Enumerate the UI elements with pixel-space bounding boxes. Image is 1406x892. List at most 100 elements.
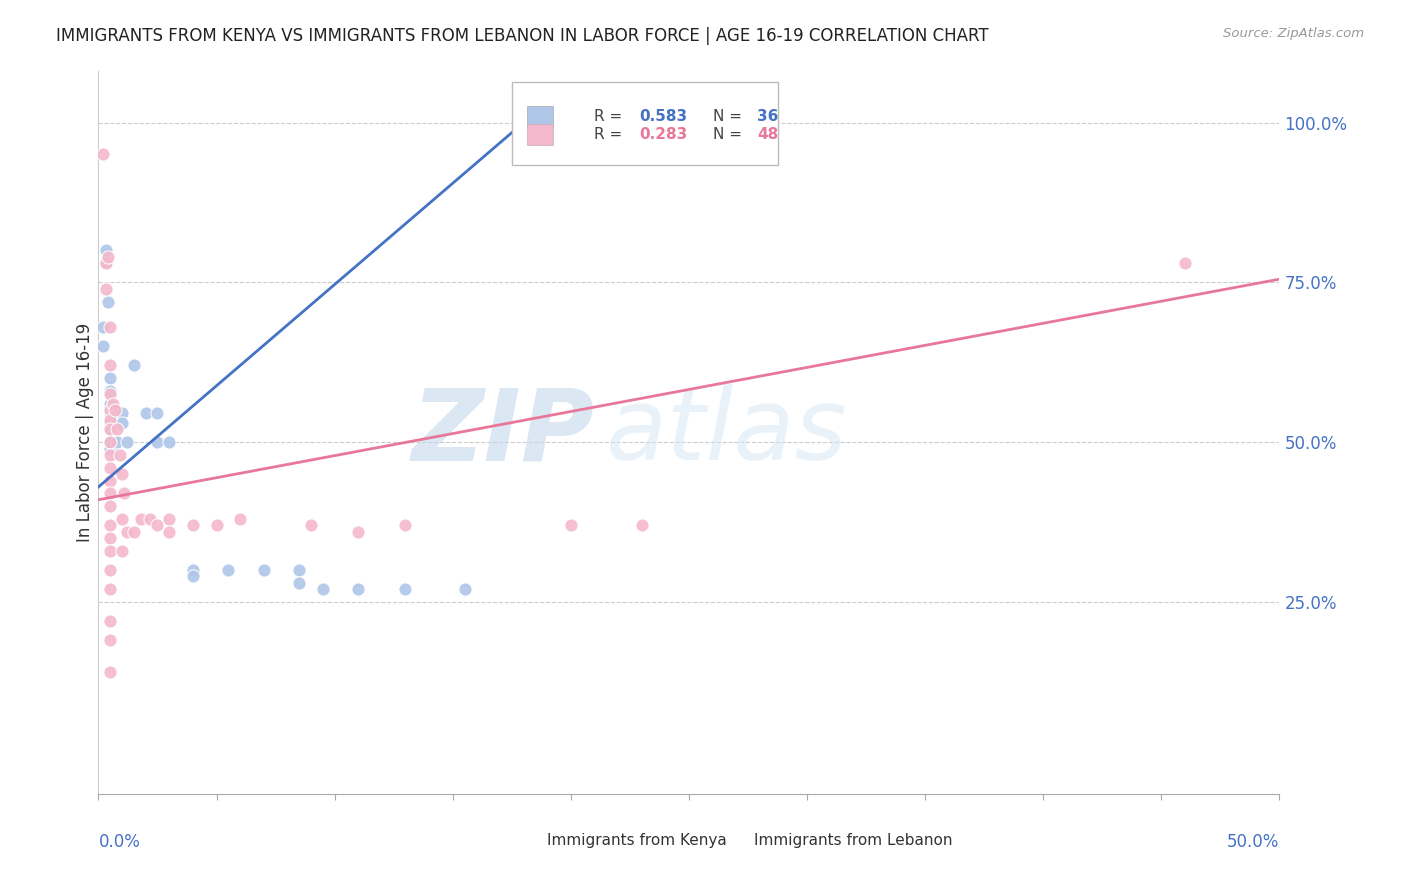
Point bbox=[98, 387, 121, 401]
FancyBboxPatch shape bbox=[512, 82, 778, 165]
Point bbox=[98, 397, 121, 411]
Point bbox=[288, 575, 311, 590]
Point bbox=[97, 250, 120, 264]
Point bbox=[97, 294, 120, 309]
Point bbox=[157, 435, 180, 450]
Point bbox=[115, 524, 138, 539]
Point bbox=[122, 524, 145, 539]
Point bbox=[253, 563, 276, 577]
Point bbox=[453, 582, 475, 597]
Text: R =: R = bbox=[595, 127, 627, 142]
Text: 0.0%: 0.0% bbox=[98, 833, 141, 851]
Point bbox=[111, 512, 134, 526]
Point bbox=[98, 474, 121, 488]
Point bbox=[101, 406, 124, 420]
Point bbox=[299, 518, 322, 533]
Point bbox=[98, 359, 121, 373]
Text: 50.0%: 50.0% bbox=[1227, 833, 1279, 851]
Point bbox=[98, 422, 121, 436]
Point bbox=[98, 448, 121, 462]
Point bbox=[312, 582, 335, 597]
Point bbox=[129, 512, 152, 526]
Point bbox=[111, 406, 134, 420]
Point bbox=[98, 531, 121, 545]
Point bbox=[630, 518, 652, 533]
Point bbox=[98, 633, 121, 648]
Point bbox=[98, 435, 121, 450]
Point bbox=[91, 339, 114, 353]
Point bbox=[347, 582, 370, 597]
Point bbox=[111, 544, 134, 558]
Point bbox=[94, 256, 117, 270]
Text: R =: R = bbox=[595, 109, 627, 124]
Point bbox=[98, 582, 121, 597]
Point bbox=[91, 147, 114, 161]
Point bbox=[1174, 256, 1197, 270]
Point bbox=[104, 403, 127, 417]
Point bbox=[94, 244, 117, 258]
Point bbox=[560, 518, 582, 533]
Point bbox=[135, 406, 157, 420]
Text: IMMIGRANTS FROM KENYA VS IMMIGRANTS FROM LEBANON IN LABOR FORCE | AGE 16-19 CORR: IMMIGRANTS FROM KENYA VS IMMIGRANTS FROM… bbox=[56, 27, 988, 45]
Point bbox=[111, 467, 134, 482]
Point bbox=[98, 422, 121, 436]
Point bbox=[181, 569, 204, 583]
Point bbox=[98, 518, 121, 533]
Text: ZIP: ZIP bbox=[412, 384, 595, 481]
Point bbox=[347, 524, 370, 539]
Point bbox=[105, 435, 128, 450]
Point bbox=[98, 406, 121, 420]
Point bbox=[157, 512, 180, 526]
FancyBboxPatch shape bbox=[517, 832, 541, 848]
Text: Immigrants from Kenya: Immigrants from Kenya bbox=[547, 832, 727, 847]
Point bbox=[98, 563, 121, 577]
Point bbox=[98, 371, 121, 385]
Text: 0.283: 0.283 bbox=[640, 127, 688, 142]
Point bbox=[181, 563, 204, 577]
Point bbox=[157, 524, 180, 539]
Point bbox=[108, 448, 131, 462]
Point bbox=[101, 419, 124, 434]
Y-axis label: In Labor Force | Age 16-19: In Labor Force | Age 16-19 bbox=[76, 323, 94, 542]
Text: 0.583: 0.583 bbox=[640, 109, 688, 124]
Text: Immigrants from Lebanon: Immigrants from Lebanon bbox=[754, 832, 952, 847]
Point bbox=[98, 435, 121, 450]
Point bbox=[98, 403, 121, 417]
Point bbox=[205, 518, 228, 533]
FancyBboxPatch shape bbox=[527, 106, 553, 127]
Point bbox=[101, 397, 124, 411]
Point bbox=[98, 416, 121, 430]
Point bbox=[98, 614, 121, 628]
Text: 36: 36 bbox=[758, 109, 779, 124]
Point bbox=[98, 499, 121, 513]
Point bbox=[98, 384, 121, 398]
Point bbox=[181, 518, 204, 533]
Point bbox=[111, 416, 134, 430]
Point bbox=[94, 256, 117, 270]
Point bbox=[394, 518, 416, 533]
Point bbox=[139, 512, 162, 526]
Point bbox=[105, 422, 128, 436]
Point bbox=[98, 544, 121, 558]
Point bbox=[146, 435, 169, 450]
Point bbox=[98, 665, 121, 680]
Point bbox=[288, 563, 311, 577]
Text: N =: N = bbox=[713, 127, 747, 142]
Point bbox=[98, 320, 121, 334]
Point bbox=[98, 413, 121, 427]
FancyBboxPatch shape bbox=[724, 832, 748, 848]
FancyBboxPatch shape bbox=[527, 125, 553, 145]
Text: N =: N = bbox=[713, 109, 747, 124]
Point bbox=[229, 512, 252, 526]
Point bbox=[101, 413, 124, 427]
Point bbox=[217, 563, 239, 577]
Point bbox=[98, 486, 121, 500]
Point bbox=[146, 406, 169, 420]
Point bbox=[104, 406, 127, 420]
Point bbox=[91, 320, 114, 334]
Point bbox=[112, 486, 135, 500]
Point bbox=[146, 518, 169, 533]
Point bbox=[122, 359, 145, 373]
Text: 48: 48 bbox=[758, 127, 779, 142]
Point bbox=[98, 442, 121, 456]
